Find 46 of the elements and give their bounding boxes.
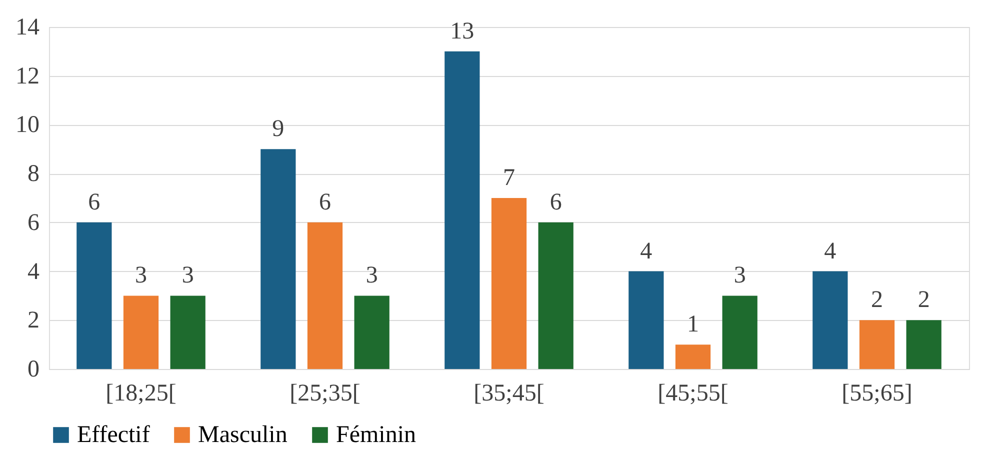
bar xyxy=(675,344,711,369)
x-tick-label: [55;65] xyxy=(842,380,912,406)
y-tick-label: 4 xyxy=(28,258,40,285)
data-label: 3 xyxy=(135,262,147,289)
bar xyxy=(906,320,942,369)
y-tick-label: 14 xyxy=(16,14,40,40)
bar xyxy=(491,198,527,369)
y-tick-label: 2 xyxy=(28,308,40,334)
bar xyxy=(260,149,296,369)
bar xyxy=(628,271,664,369)
legend-label: Féminin xyxy=(336,422,416,448)
bar xyxy=(170,296,206,369)
data-label: 6 xyxy=(319,189,331,216)
bar xyxy=(812,271,848,369)
bar xyxy=(76,222,112,369)
data-label: 6 xyxy=(550,189,562,216)
data-label: 2 xyxy=(918,287,930,314)
x-tick-label: [45;55[ xyxy=(658,380,728,406)
data-label: 13 xyxy=(450,18,474,44)
legend-label: Masculin xyxy=(198,422,288,448)
data-label: 3 xyxy=(182,262,194,289)
data-label: 2 xyxy=(871,287,883,314)
x-tick-label: [18;25[ xyxy=(106,380,176,406)
data-label: 6 xyxy=(88,189,100,216)
data-label: 9 xyxy=(272,116,284,142)
bar xyxy=(123,296,159,369)
bar xyxy=(444,51,480,369)
data-label: 7 xyxy=(503,165,515,191)
y-tick-label: 8 xyxy=(28,161,40,188)
x-tick-label: [25;35[ xyxy=(290,380,360,406)
data-label: 1 xyxy=(687,312,699,338)
data-label: 3 xyxy=(366,262,378,289)
y-tick-label: 10 xyxy=(16,112,40,138)
bar xyxy=(859,320,895,369)
bar xyxy=(307,222,343,369)
x-tick-label: [35;45[ xyxy=(474,380,544,406)
data-label: 3 xyxy=(734,262,746,289)
bar xyxy=(354,296,390,369)
data-label: 4 xyxy=(824,238,836,264)
y-tick-label: 12 xyxy=(16,63,40,90)
bar xyxy=(722,296,758,369)
bar xyxy=(538,222,574,369)
data-label: 4 xyxy=(640,238,652,264)
y-tick-label: 6 xyxy=(28,210,40,236)
legend-label: Effectif xyxy=(77,422,150,448)
y-tick-label: 0 xyxy=(28,356,40,382)
